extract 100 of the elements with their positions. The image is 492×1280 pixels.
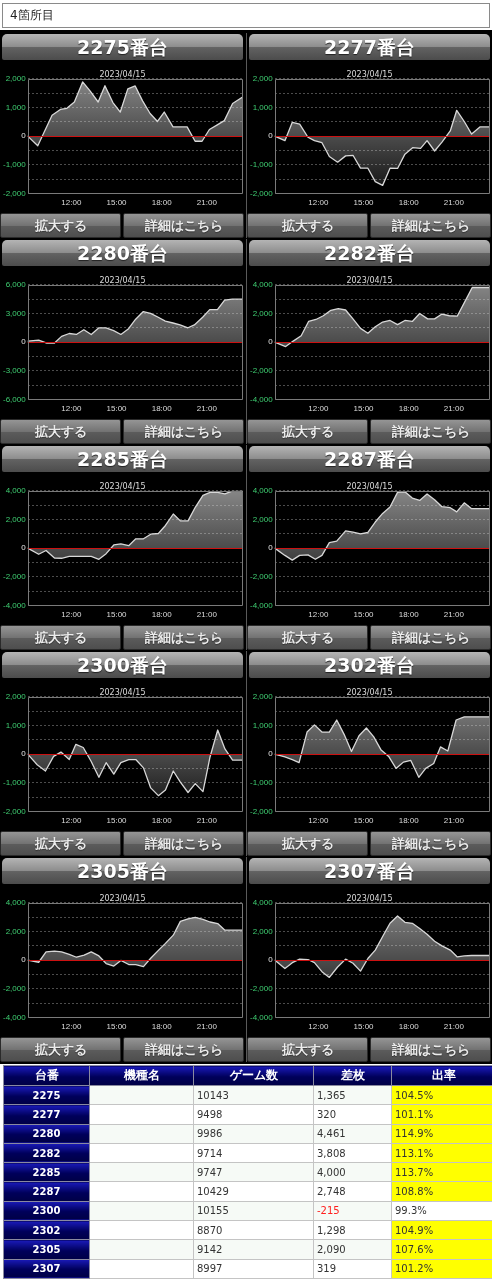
data-label: 9498 [197,1108,223,1120]
x-tick-label: 12:00 [308,610,329,620]
x-tick-label: 12:00 [308,404,329,414]
y-tick-label: -3,000 [3,365,27,375]
y-tick-label: 4,000 [5,486,27,495]
y-tick-label: -4,000 [3,1012,27,1022]
data-label: 10155 [197,1205,229,1217]
x-tick-label: 18:00 [398,816,420,826]
text: 拡大する [0,419,121,444]
data-label: 104.5% [395,1089,434,1101]
y-tick-label: 0 [268,337,274,347]
chart-title: 2275番台 [77,36,168,58]
text: 拡大する [0,831,121,856]
x-tick-label: 15:00 [106,404,128,414]
y-tick-label: -2,000 [250,365,274,375]
x-tick-label: 18:00 [151,404,173,414]
y-tick-label: -1,000 [3,159,27,169]
chart-subtitle: 2023/04/15 [99,70,146,80]
y-tick-label: 2,000 [5,692,27,701]
y-tick-label: 0 [268,955,274,965]
y-tick-label: 4,000 [5,898,27,907]
x-tick-label: 12:00 [61,1022,82,1032]
data-label: 108.8% [395,1186,434,1198]
x-tick-label: 18:00 [151,816,173,826]
text: 詳細はこちら [123,213,244,238]
y-tick-label: -4,000 [250,1012,274,1022]
text: 詳細はこちら [370,213,491,238]
data-label: 3,808 [317,1147,346,1159]
data-label: 101.2% [395,1263,434,1275]
x-tick-label: 15:00 [106,816,128,826]
chart-subtitle: 2023/04/15 [99,894,146,904]
x-tick-label: 15:00 [353,198,375,208]
x-tick-label: 21:00 [443,1022,465,1032]
x-tick-label: 差枚 [340,1068,365,1082]
y-tick-label: -2,000 [250,806,274,816]
y-tick-label: 0 [21,131,27,141]
x-tick-label: 21:00 [443,610,465,620]
chart-title: 2277番台 [324,36,415,58]
x-tick-label: 15:00 [106,610,128,620]
data-label: 101.1% [395,1108,434,1120]
data-label: 9747 [197,1166,223,1178]
y-tick-label: 0 [268,543,274,553]
y-tick-label: 1,000 [252,720,274,730]
data-label: -215 [317,1205,340,1217]
x-tick-label: 15:00 [353,1022,375,1032]
x-tick-label: 21:00 [443,198,465,208]
chart-title: 2302番台 [324,654,415,676]
x-tick-label: 21:00 [443,816,465,826]
y-tick-label: 4,000 [252,280,274,289]
y-tick-label: -2,000 [3,188,27,198]
text: 拡大する [247,625,368,650]
text: 拡大する [0,625,121,650]
x-tick-label: 出率 [431,1068,456,1082]
chart-subtitle: 2023/04/15 [346,894,393,904]
y-tick-label: -2,000 [3,983,27,993]
x-tick-label: 21:00 [196,404,218,414]
y-tick-label: -4,000 [250,600,274,610]
text: 詳細はこちら [370,625,491,650]
y-tick-label: 2,000 [5,514,27,524]
y-tick-label: -6,000 [3,394,27,404]
data-label: 107.6% [395,1244,434,1256]
y-axis-title: 台番 [34,1068,59,1082]
chart-subtitle: 2023/04/15 [346,70,393,80]
text: 詳細はこちら [370,831,491,856]
data-label: 320 [317,1108,337,1120]
y-tick-label: 1,000 [5,102,27,112]
data-label: 10429 [197,1186,229,1198]
x-tick-label: 21:00 [196,816,218,826]
chart-title: 2287番台 [324,448,415,470]
data-label: 4,461 [317,1128,346,1140]
y-tick-label: 2275 [32,1089,61,1101]
data-label: 114.9% [395,1128,434,1140]
y-tick-label: -2,000 [250,188,274,198]
x-tick-label: 21:00 [443,404,465,414]
y-tick-label: -2,000 [3,806,27,816]
data-label: 9142 [197,1244,223,1256]
y-tick-label: -2,000 [250,983,274,993]
x-tick-label: 18:00 [151,1022,173,1032]
y-tick-label: 1,000 [5,720,27,730]
text: 拡大する [247,419,368,444]
x-tick-label: 15:00 [106,1022,128,1032]
data-label: 1,298 [317,1224,346,1236]
y-tick-label: -2,000 [3,571,27,581]
text: 詳細はこちら [370,419,491,444]
text: 詳細はこちら [123,831,244,856]
text: 詳細はこちら [123,1037,244,1062]
x-tick-label: 12:00 [308,816,329,826]
chart-title: 2305番台 [77,860,168,882]
x-tick-label: 15:00 [353,404,375,414]
text: 拡大する [247,1037,368,1062]
x-tick-label: 18:00 [398,404,420,414]
data-label: 319 [317,1263,337,1275]
text: 拡大する [0,1037,121,1062]
y-tick-label: 2300 [32,1205,61,1217]
y-tick-label: 2307 [32,1263,61,1275]
data-label: 4,000 [317,1166,346,1178]
y-tick-label: 2,000 [5,74,27,83]
y-tick-label: 2,000 [252,692,274,701]
y-tick-label: 6,000 [5,280,27,289]
y-tick-label: 2282 [32,1147,61,1159]
